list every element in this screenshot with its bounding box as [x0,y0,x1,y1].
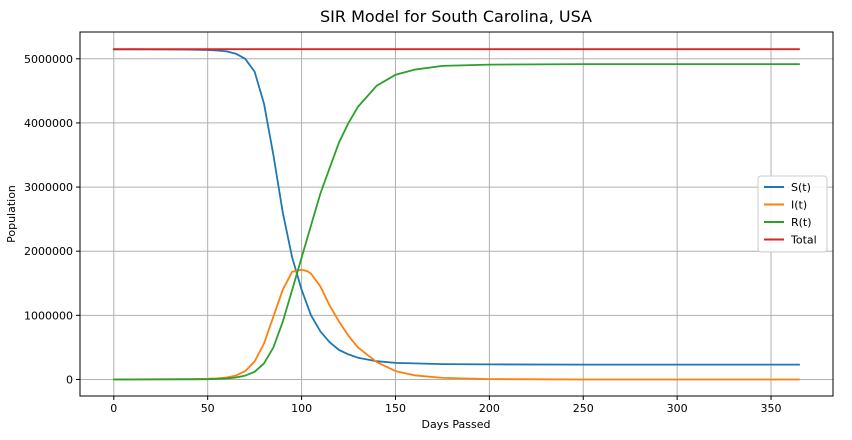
chart-title: SIR Model for South Carolina, USA [320,7,592,26]
legend-label: Total [790,234,817,247]
legend-label: R(t) [791,216,812,229]
series-lines [112,48,801,381]
legend-label: S(t) [791,181,811,194]
legend-label: I(t) [791,199,807,212]
x-tick-label: 250 [573,402,594,415]
series-line-s-t [112,48,801,366]
plot-area-frame [79,31,834,397]
grid [80,32,833,396]
series-line-i-t [112,268,801,381]
x-tick-label: 300 [667,402,688,415]
y-axis-label: Population [5,185,18,243]
x-tick-label: 100 [291,402,312,415]
y-tick-label: 4000000 [24,117,73,130]
x-tick-label: 150 [385,402,406,415]
series-line-r-t [112,63,801,381]
x-tick-label: 200 [479,402,500,415]
x-tick-label: 350 [761,402,782,415]
y-tick-label: 0 [66,373,73,386]
y-tick-label: 5000000 [24,53,73,66]
x-tick-label: 0 [110,402,117,415]
y-tick-label: 2000000 [24,245,73,258]
x-axis-label: Days Passed [421,418,490,431]
axis-ticks: 0 50 100 150 200 250 300 350 0 1000000 2000000 3000… [24,53,782,415]
y-tick-label: 3000000 [24,181,73,194]
y-tick-label: 1000000 [24,309,73,322]
x-tick-label: 50 [201,402,215,415]
legend: S(t) I(t) R(t) Total [757,175,828,253]
legend-box [757,175,828,253]
